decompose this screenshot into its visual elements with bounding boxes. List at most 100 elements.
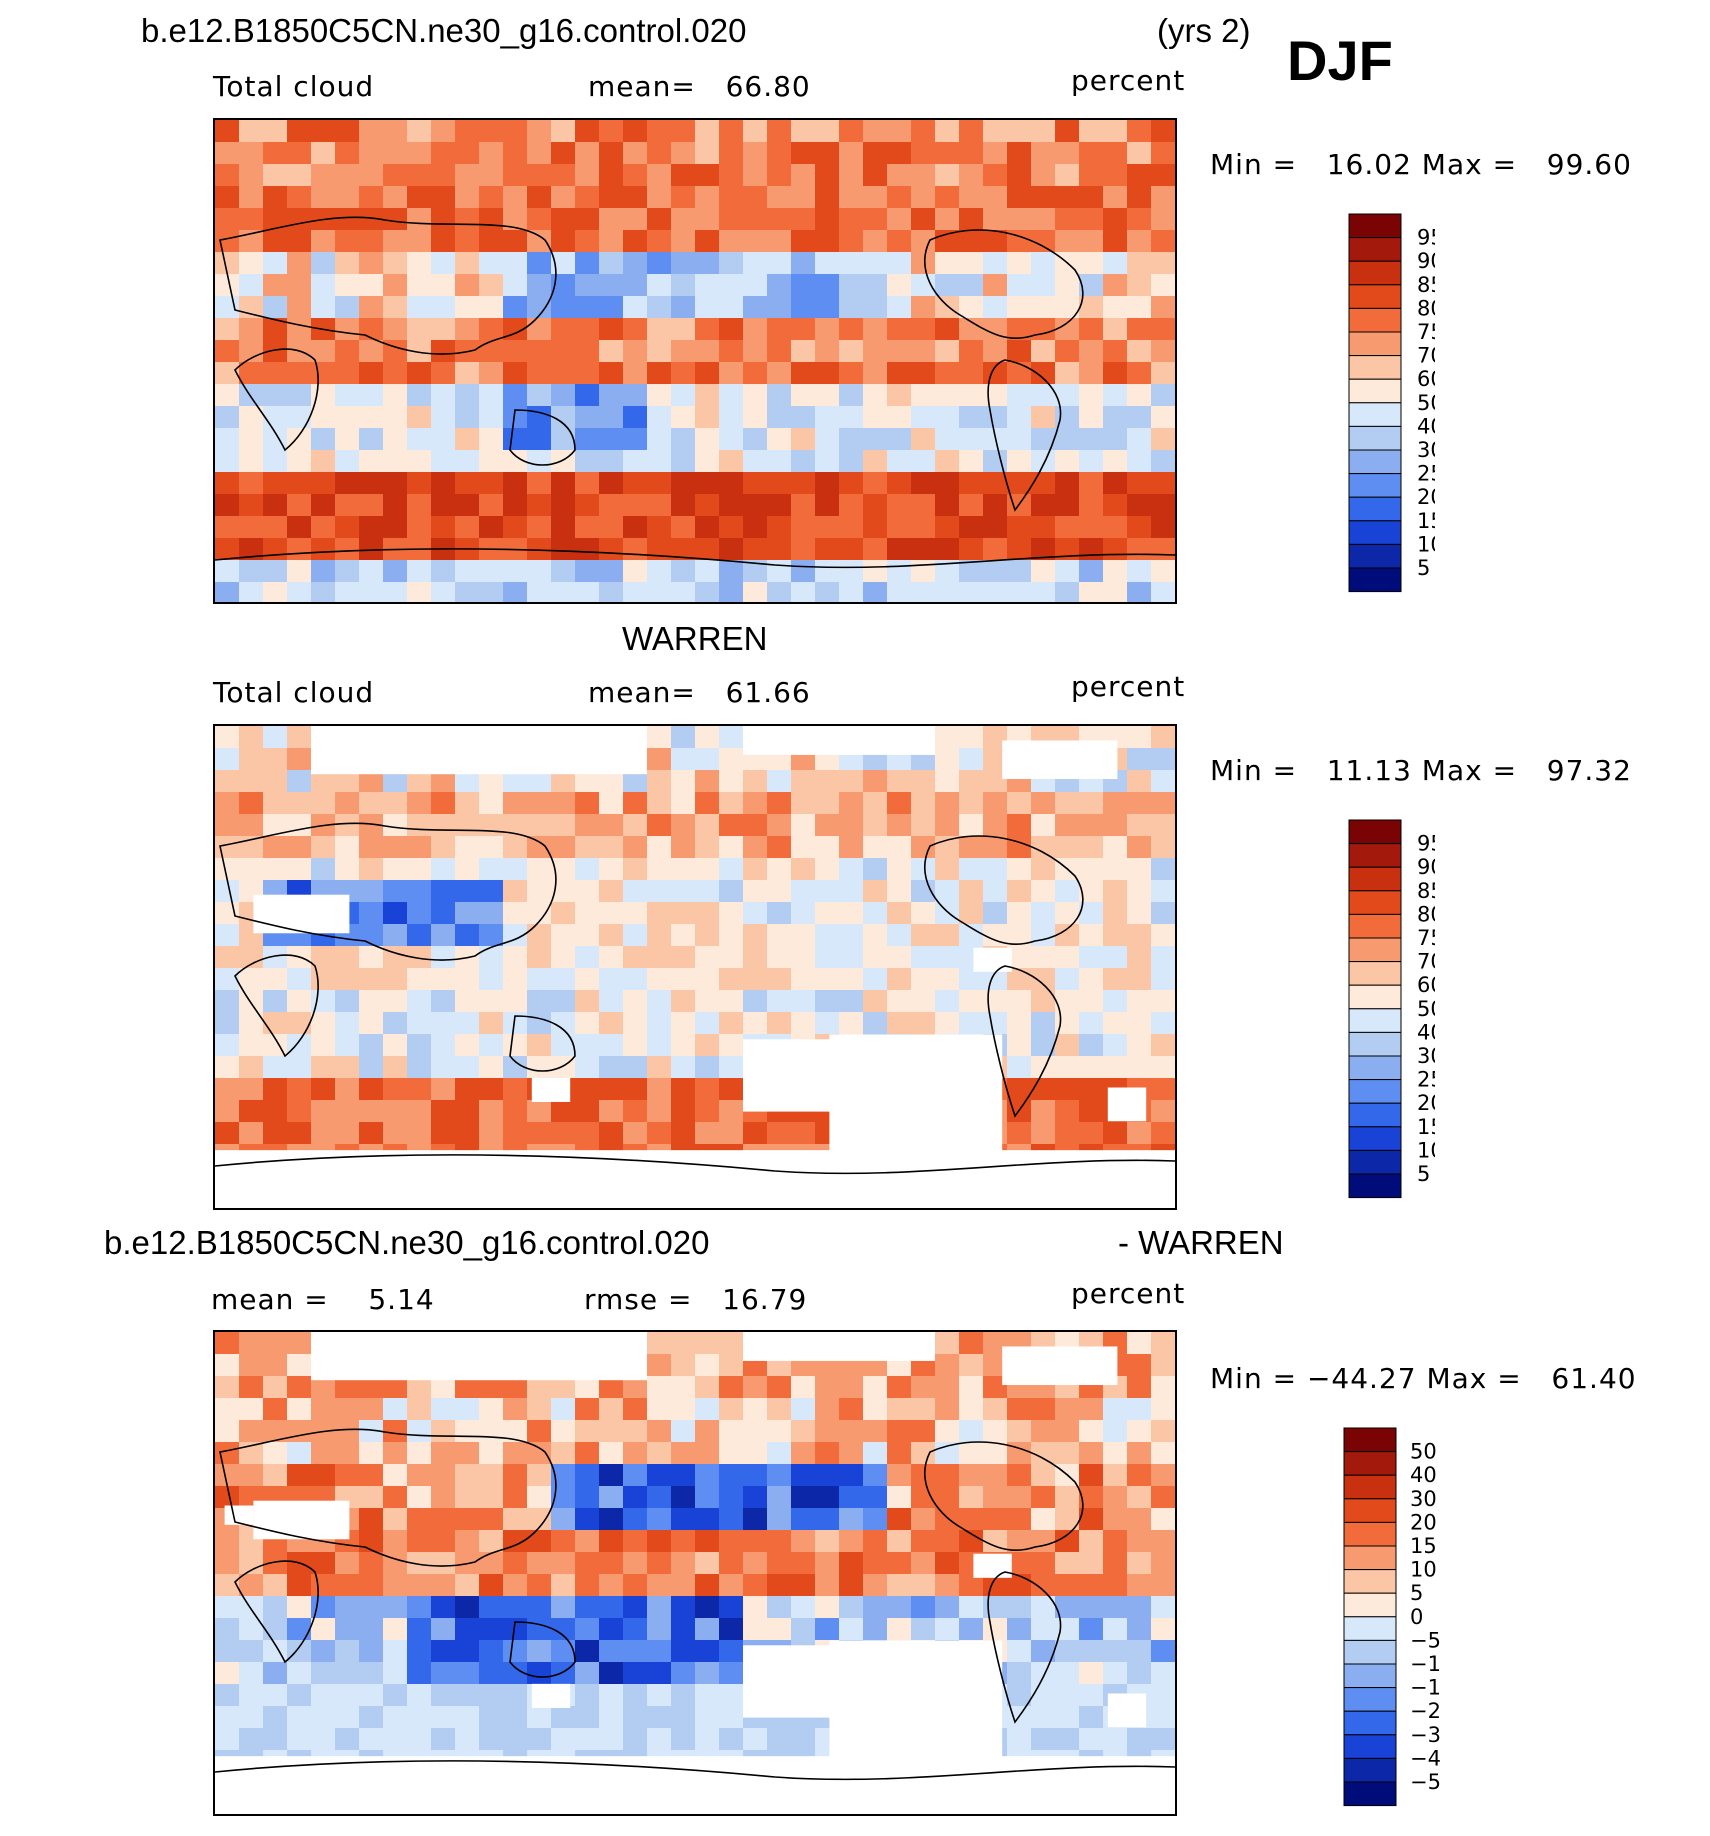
field-cell (287, 252, 312, 275)
field-cell (671, 836, 696, 859)
field-cell (983, 208, 1008, 231)
field-cell (647, 836, 672, 859)
field-cell (983, 990, 1008, 1013)
field-cell (647, 208, 672, 231)
field-cell (647, 1508, 672, 1531)
field-cell (335, 792, 360, 815)
field-cell (455, 1662, 480, 1685)
field-cell (527, 1662, 552, 1685)
field-cell (911, 1442, 936, 1465)
colorbar-box (1343, 1592, 1397, 1618)
field-cell (1055, 1574, 1080, 1597)
field-cell (599, 1420, 624, 1443)
field-cell (479, 120, 504, 143)
field-cell (335, 274, 360, 297)
field-cell (935, 538, 960, 561)
field-cell (695, 1100, 720, 1123)
field-cell (815, 1442, 840, 1465)
field-cell (1055, 516, 1080, 539)
field-cell (263, 1100, 288, 1123)
field-cell (671, 230, 696, 253)
field-cell (1127, 406, 1152, 429)
field-cell (863, 1420, 888, 1443)
field-cell (1151, 946, 1175, 969)
field-cell (311, 1552, 336, 1575)
field-cell (695, 990, 720, 1013)
field-cell (935, 748, 960, 771)
field-cell (1031, 186, 1056, 209)
field-cell (935, 880, 960, 903)
field-cell (671, 120, 696, 143)
field-cell (503, 1398, 528, 1421)
field-cell (1151, 726, 1175, 749)
field-cell (695, 1464, 720, 1487)
field-cell (263, 582, 288, 602)
field-cell (815, 120, 840, 143)
field-cell (383, 406, 408, 429)
field-cell (215, 924, 240, 947)
colorbar-box (1348, 567, 1402, 593)
colorbar-tick-label: −15 (1410, 1676, 1440, 1700)
field-cell (719, 968, 744, 991)
field-cell (431, 252, 456, 275)
field-cell (287, 1618, 312, 1641)
field-cell (311, 1398, 336, 1421)
field-cell (671, 208, 696, 231)
field-cell (503, 1508, 528, 1531)
field-cell (383, 1442, 408, 1465)
colorbar-box (1348, 449, 1402, 475)
field-cell (263, 1464, 288, 1487)
field-cell (1031, 582, 1056, 602)
colorbar-tick-label: 40 (1410, 1463, 1437, 1487)
field-cell (599, 208, 624, 231)
field-cell (911, 142, 936, 165)
field-cell (287, 582, 312, 602)
field-cell (287, 406, 312, 429)
field-cell (455, 1442, 480, 1465)
coastline (509, 409, 576, 466)
field-cell (839, 1596, 864, 1619)
field-cell (359, 858, 384, 881)
field-cell (239, 1078, 264, 1101)
field-cell (455, 208, 480, 231)
field-cell (1031, 1464, 1056, 1487)
field-cell (671, 902, 696, 925)
field-cell (287, 1420, 312, 1443)
field-cell (1151, 1442, 1175, 1465)
field-cell (575, 384, 600, 407)
field-cell (1007, 582, 1032, 602)
field-cell (263, 1574, 288, 1597)
field-cell (815, 1420, 840, 1443)
field-cell (887, 792, 912, 815)
field-cell (623, 1398, 648, 1421)
field-cell (1103, 494, 1128, 517)
field-cell (527, 252, 552, 275)
field-cell (863, 208, 888, 231)
field-cell (311, 120, 336, 143)
field-cell (503, 902, 528, 925)
field-cell (1079, 582, 1104, 602)
colorbar-tick-label: 60 (1417, 973, 1435, 997)
field-cell (359, 1640, 384, 1663)
field-cell (743, 1398, 768, 1421)
field-cell (311, 1078, 336, 1101)
field-cell (815, 814, 840, 837)
field-cell (767, 362, 792, 385)
field-cell (1103, 880, 1128, 903)
field-cell (671, 516, 696, 539)
field-cell (215, 472, 240, 495)
field-cell (575, 1640, 600, 1663)
field-cell (1055, 880, 1080, 903)
field-cell (671, 340, 696, 363)
field-cell (671, 472, 696, 495)
field-cell (959, 814, 984, 837)
field-cell (527, 1640, 552, 1663)
field-cell (839, 340, 864, 363)
field-cell (815, 1376, 840, 1399)
colorbar-tick-label: 20 (1410, 1510, 1437, 1534)
colorbar-box (1343, 1616, 1397, 1641)
field-cell (983, 230, 1008, 253)
field-cell (959, 880, 984, 903)
field-cell (1007, 1420, 1032, 1443)
field-cell (407, 362, 432, 385)
